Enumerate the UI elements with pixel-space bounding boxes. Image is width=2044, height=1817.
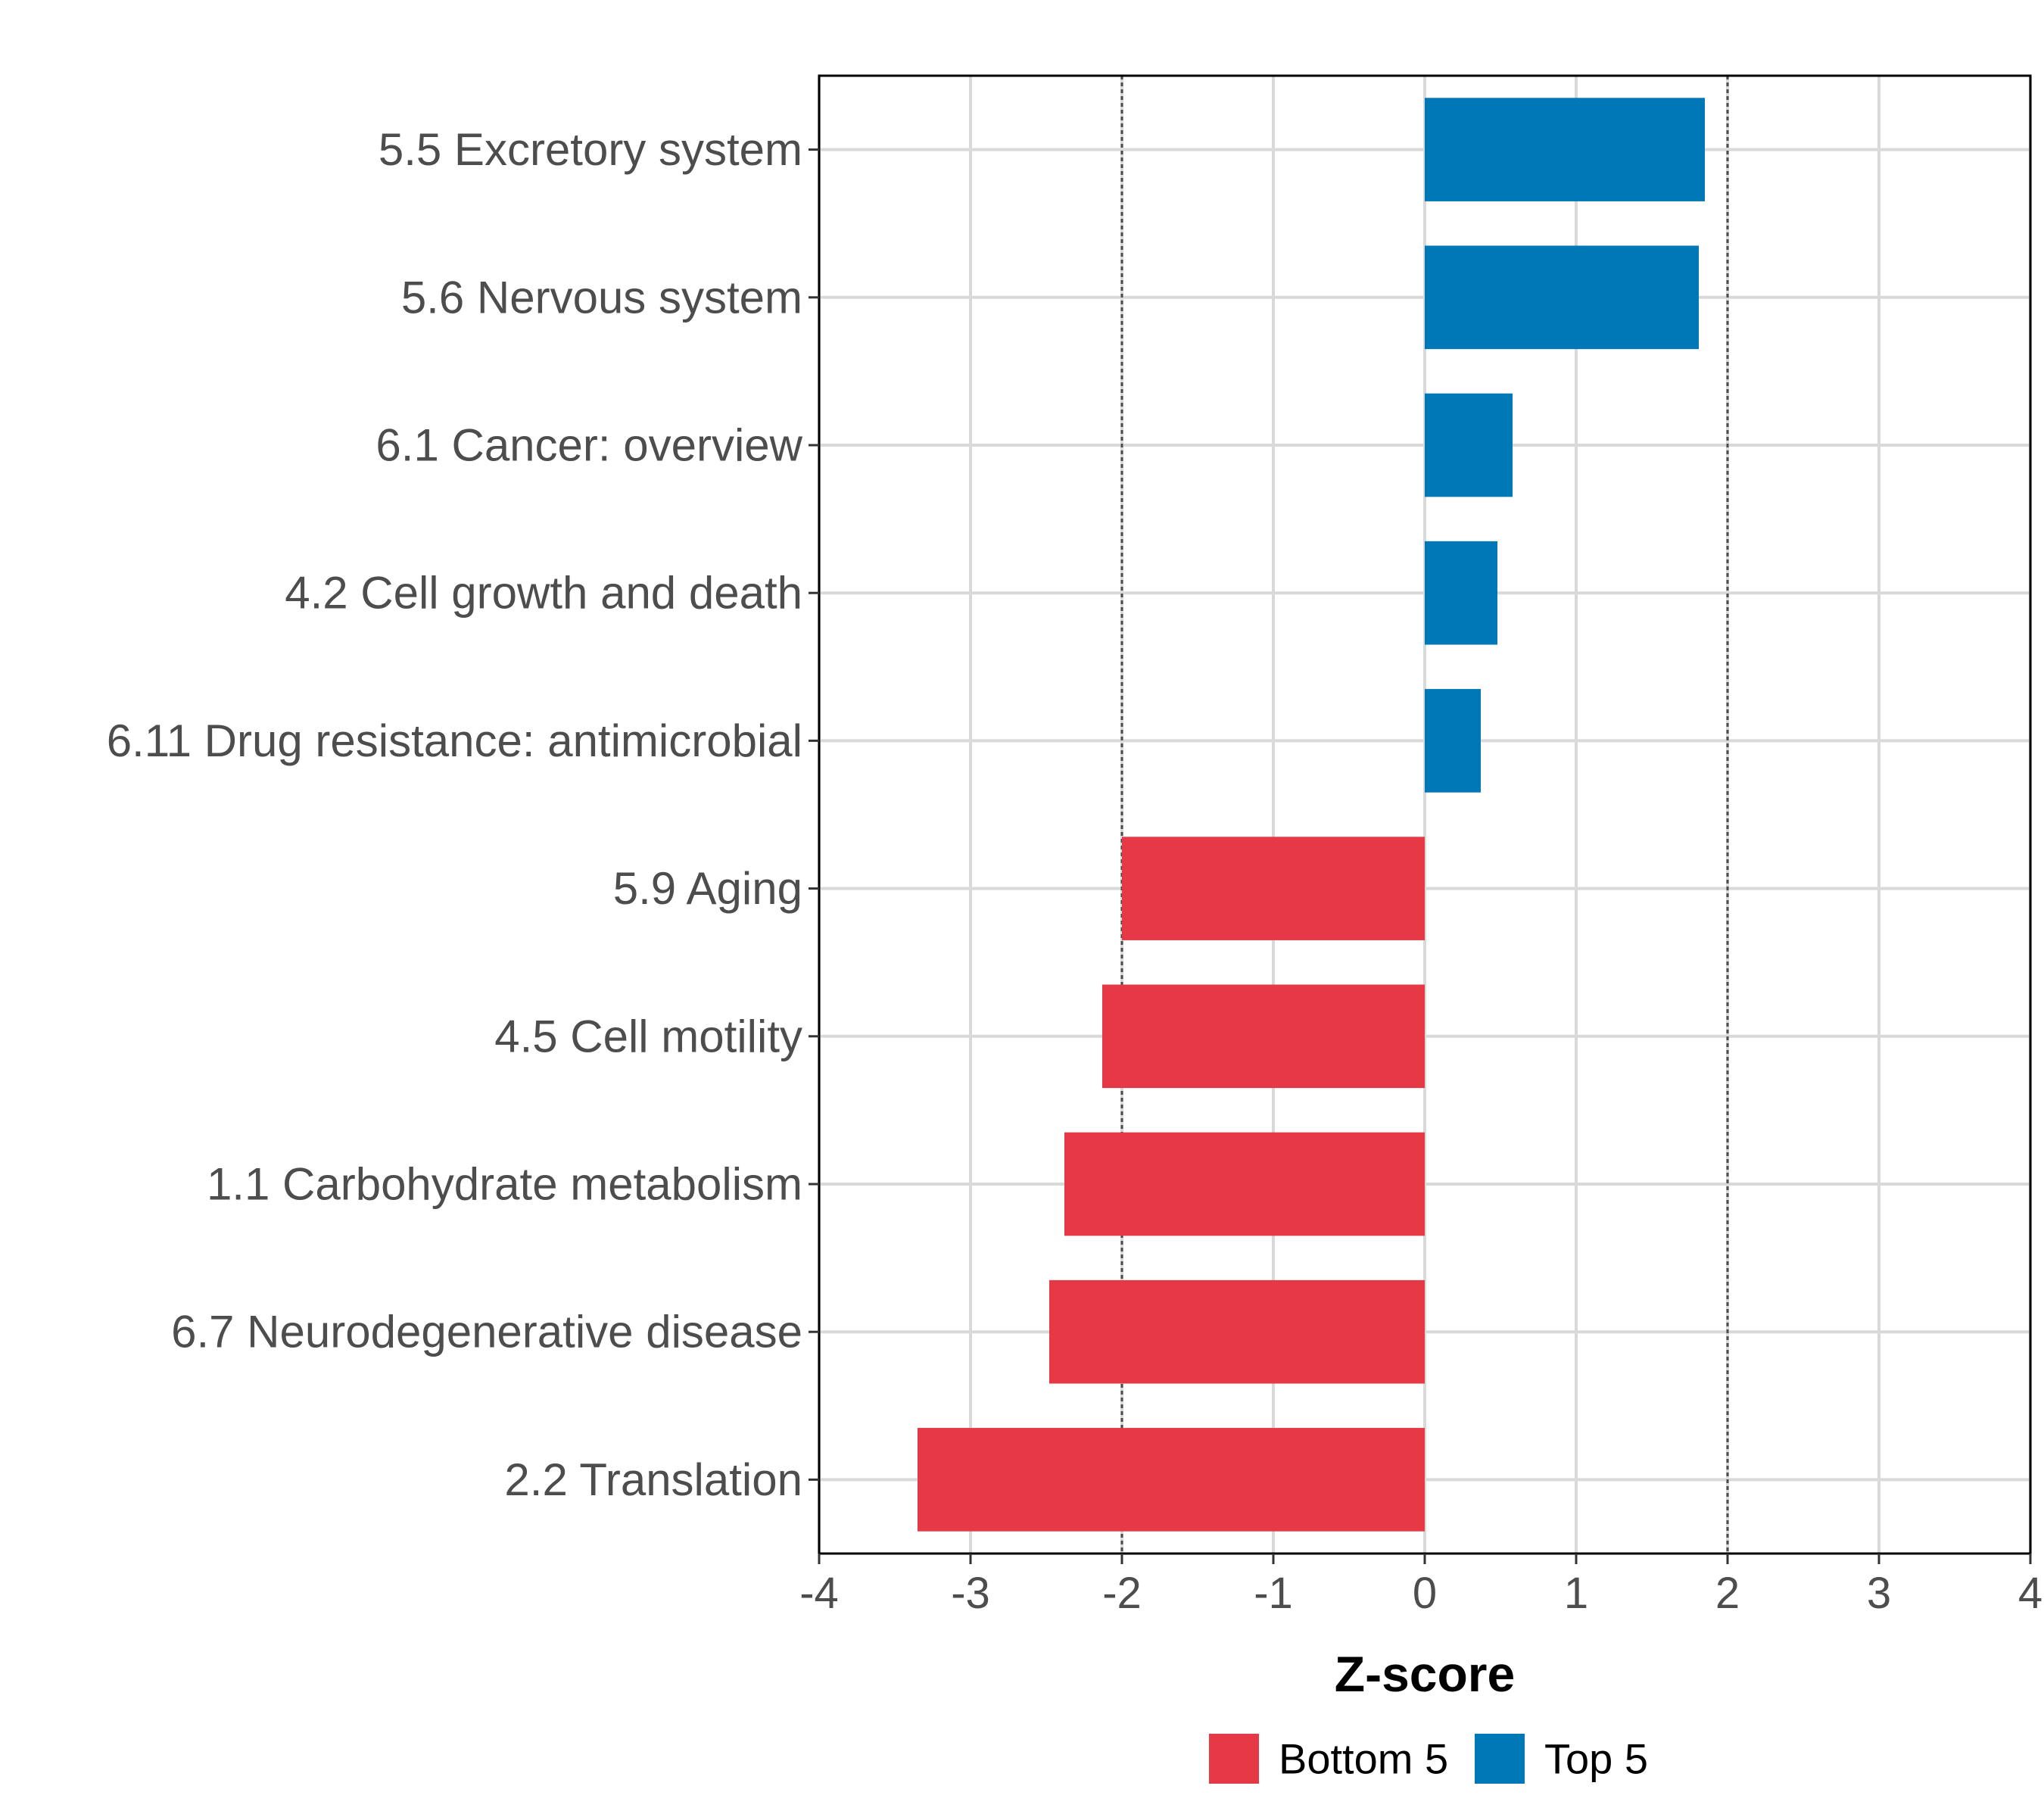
category-label: 6.1 Cancer: overview [375,420,802,471]
x-tick-label: 4 [2018,1569,2042,1618]
bar [1064,1132,1425,1236]
category-label: 5.9 Aging [613,863,802,914]
category-label: 2.2 Translation [504,1454,802,1505]
category-label: 1.1 Carbohydrate metabolism [207,1159,802,1210]
legend: Bottom 5 Top 5 [1209,1734,1648,1784]
category-label: 4.5 Cell motility [494,1011,802,1061]
reference-lines [1120,76,1729,1554]
x-tick-label: -1 [1254,1569,1293,1618]
legend-label: Bottom 5 [1279,1735,1448,1783]
bar [1425,541,1497,645]
bar [1049,1279,1425,1384]
bar [1425,98,1705,201]
legend-swatch [1209,1734,1259,1784]
bar [1425,393,1513,497]
category-label: 6.7 Neurodegenerative disease [171,1307,802,1357]
bars [918,98,1705,1532]
legend-swatch [1475,1734,1525,1784]
category-label: 4.2 Cell growth and death [285,568,802,619]
x-tick-label: -2 [1102,1569,1142,1618]
x-tick-label: 3 [1867,1569,1891,1618]
legend-label: Top 5 [1544,1735,1648,1783]
category-label: 6.11 Drug resistance: antimicrobial [107,715,802,766]
x-tick-label: 2 [1715,1569,1740,1618]
category-label: 5.5 Excretory system [379,124,802,175]
x-axis-title: Z-score [1335,1646,1515,1702]
bar [918,1428,1425,1532]
x-tick-label: 1 [1564,1569,1588,1618]
x-tick-label: 0 [1413,1569,1437,1618]
bar [1425,689,1481,793]
x-tick-label: -4 [799,1569,839,1618]
x-axis: -4 -3 -2 -1 0 1 2 3 4 [799,1554,2042,1618]
bar [1425,245,1699,350]
bar [1102,984,1425,1089]
bar [1122,837,1425,940]
y-axis: 5.5 Excretory system 5.6 Nervous system 6.… [107,124,819,1505]
x-tick-label: -3 [951,1569,990,1618]
category-label: 5.6 Nervous system [401,272,802,323]
